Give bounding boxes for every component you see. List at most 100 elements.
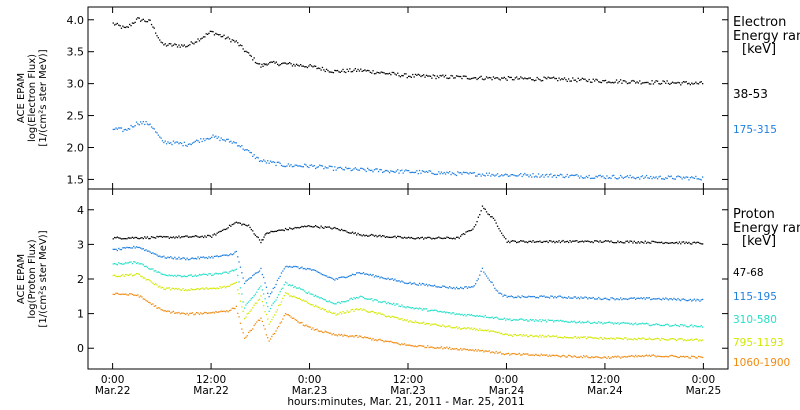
proton-point — [291, 228, 294, 230]
proton-point — [200, 274, 202, 276]
electron-point — [687, 176, 689, 178]
proton-point — [481, 329, 484, 331]
proton-point — [391, 236, 393, 238]
proton-point — [298, 287, 300, 289]
proton-point — [511, 240, 514, 242]
proton-point — [152, 252, 154, 254]
proton-point — [161, 256, 164, 258]
proton-point — [659, 339, 661, 341]
proton-point — [349, 232, 351, 234]
proton-point — [321, 274, 324, 276]
proton-point — [684, 356, 686, 358]
proton-point — [435, 237, 437, 239]
proton-point — [258, 287, 261, 289]
proton-point — [572, 297, 574, 299]
proton-point — [146, 266, 149, 268]
proton-point — [583, 241, 585, 243]
proton-point — [227, 255, 229, 257]
electron-point — [175, 141, 177, 143]
proton-point — [457, 236, 459, 238]
proton-point — [349, 275, 351, 277]
proton-point — [252, 307, 254, 309]
electron-point — [226, 37, 228, 39]
proton-point — [377, 235, 380, 237]
electron-point — [685, 81, 687, 83]
electron-point — [513, 174, 515, 176]
proton-point — [200, 236, 202, 238]
electron-point — [606, 175, 608, 177]
electron-point — [357, 68, 359, 71]
electron-point — [290, 63, 292, 65]
electron-point — [123, 129, 125, 131]
electron-point — [461, 173, 463, 175]
electron-point — [193, 43, 195, 45]
proton-point — [309, 293, 311, 295]
proton-point — [696, 298, 698, 301]
proton-point — [181, 276, 183, 278]
electron-point — [144, 20, 146, 22]
proton-point — [629, 323, 631, 325]
proton-point — [557, 355, 559, 357]
proton-point — [156, 254, 158, 256]
proton-point — [163, 273, 165, 276]
proton-point — [179, 275, 181, 277]
proton-point — [324, 299, 326, 301]
proton-point — [284, 227, 287, 230]
proton-point — [501, 293, 503, 295]
proton-point — [555, 354, 557, 356]
proton-point — [442, 324, 444, 326]
proton-point — [528, 320, 530, 322]
electron-point — [420, 172, 422, 174]
proton-point — [144, 277, 146, 279]
proton-point — [211, 236, 213, 238]
proton-point — [674, 242, 676, 244]
proton-point — [684, 324, 686, 326]
proton-point — [527, 353, 529, 355]
proton-point — [398, 305, 400, 307]
proton-point — [677, 325, 679, 327]
electron-point — [629, 174, 631, 177]
electron-point — [129, 128, 131, 130]
proton-point — [656, 323, 659, 326]
proton-point — [159, 235, 161, 238]
proton-point — [301, 288, 303, 291]
proton-point — [361, 336, 363, 339]
proton-point — [536, 240, 538, 243]
proton-point — [112, 263, 114, 265]
electron-point — [167, 44, 169, 46]
electron-point — [465, 171, 467, 174]
electron-point — [289, 165, 291, 167]
electron-point — [354, 68, 356, 70]
electron-point — [187, 143, 190, 145]
proton-point — [655, 241, 657, 243]
proton-point — [656, 355, 659, 357]
proton-point — [406, 237, 408, 239]
proton-point — [501, 353, 503, 355]
proton-point — [557, 337, 559, 339]
proton-point — [176, 258, 179, 260]
proton-point — [574, 355, 577, 358]
proton-point — [237, 256, 239, 258]
electron-point — [450, 173, 452, 176]
electron-point — [379, 72, 381, 74]
proton-point — [367, 273, 369, 275]
proton-point — [521, 240, 523, 242]
electron-point — [298, 165, 300, 167]
electron-point — [551, 176, 553, 178]
proton-point — [498, 318, 500, 320]
proton-point — [350, 297, 352, 299]
proton-point — [450, 287, 452, 289]
proton-point — [611, 297, 614, 299]
proton-point — [137, 237, 139, 240]
proton-point — [691, 324, 693, 326]
proton-point — [403, 282, 406, 284]
proton-point — [416, 346, 418, 348]
proton-point — [432, 347, 434, 349]
electron-point — [413, 171, 415, 174]
electron-point — [309, 164, 311, 166]
proton-point — [319, 272, 321, 274]
proton-point — [650, 242, 652, 244]
electron-panel: ACE EPAM log(Electron Flux) [1/(cm²s ste… — [16, 6, 800, 190]
proton-plot-frame — [87, 188, 729, 370]
electron-legend-title-1: Electron — [733, 15, 786, 30]
